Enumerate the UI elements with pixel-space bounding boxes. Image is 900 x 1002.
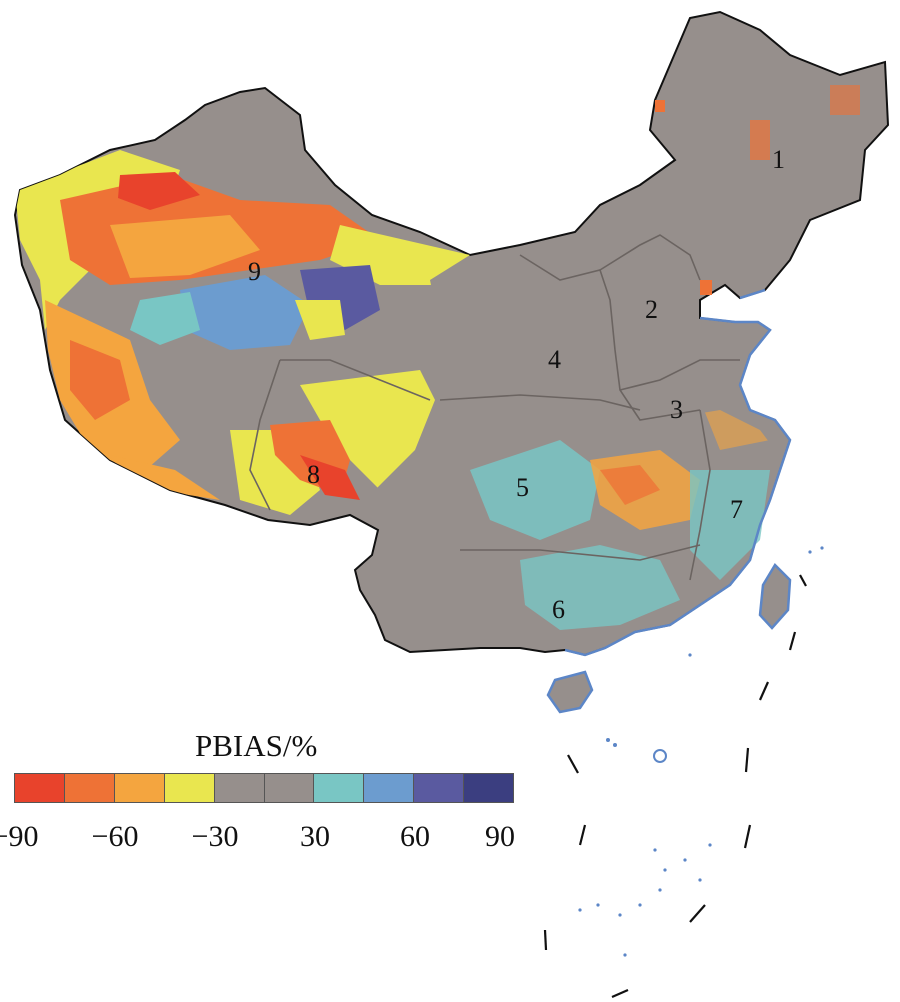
south-sea-islands — [578, 546, 824, 957]
southeast-anomalies — [470, 410, 770, 630]
legend-tick: −30 — [191, 820, 239, 853]
legend-swatch — [464, 774, 514, 802]
region-label-2: 2 — [645, 295, 658, 324]
legend-swatch — [414, 774, 465, 802]
region-label-8: 8 — [307, 460, 320, 489]
region-label-1: 1 — [772, 145, 785, 174]
legend-swatch — [264, 774, 315, 802]
legend-swatch — [64, 774, 115, 802]
legend-tick: 30 — [300, 820, 330, 853]
legend-swatch — [15, 774, 65, 802]
legend-tick: −60 — [91, 820, 139, 853]
taiwan-island — [758, 562, 792, 630]
nine-dash-line — [543, 574, 807, 999]
region-label-3: 3 — [670, 395, 683, 424]
region-label-9: 9 — [248, 257, 261, 286]
hainan-island — [546, 670, 594, 714]
northeast-anomalies — [655, 85, 860, 295]
legend-swatch — [114, 774, 165, 802]
region-label-7: 7 — [730, 495, 743, 524]
region-label-4: 4 — [548, 345, 561, 374]
legend-title: PBIAS/% — [195, 728, 318, 763]
region-label-5: 5 — [516, 473, 529, 502]
west-anomalies — [15, 150, 470, 515]
legend-swatch — [214, 774, 265, 802]
legend-tick: 60 — [400, 820, 430, 853]
legend-swatch — [164, 774, 215, 802]
legend-swatch — [314, 774, 365, 802]
legend-tick: −90 — [0, 820, 39, 853]
legend-tick: 90 — [485, 820, 515, 853]
region-labels: 1 2 3 4 5 6 7 8 9 — [248, 145, 785, 624]
coastline — [564, 288, 792, 657]
legend-swatch — [364, 774, 415, 802]
region-label-6: 6 — [552, 595, 565, 624]
legend-color-bar — [14, 773, 514, 803]
region-boundaries — [249, 234, 740, 581]
